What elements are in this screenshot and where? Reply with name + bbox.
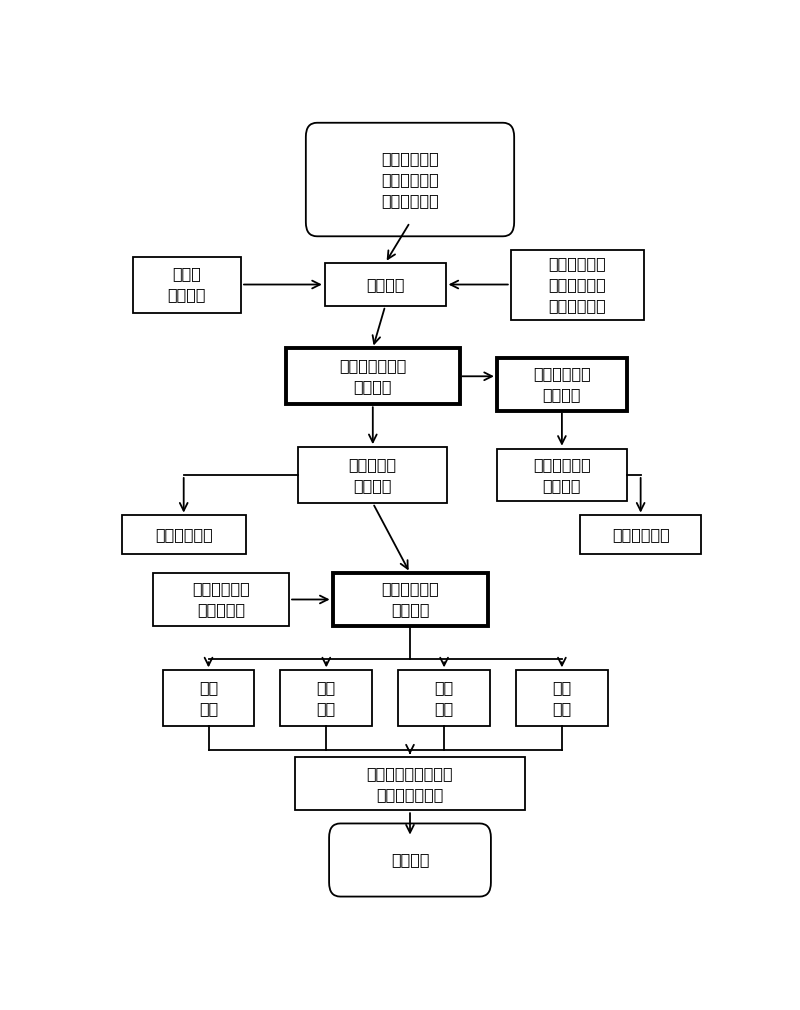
FancyBboxPatch shape	[398, 671, 490, 726]
Text: 液态保护渣膜
厚度分布: 液态保护渣膜 厚度分布	[533, 458, 590, 493]
FancyBboxPatch shape	[122, 515, 246, 554]
FancyBboxPatch shape	[325, 264, 446, 306]
Text: 保护渣润滑摩擦状态
检测结果的显示: 保护渣润滑摩擦状态 检测结果的显示	[366, 766, 454, 802]
Text: 保护渣膜润滑
计算模块: 保护渣膜润滑 计算模块	[381, 582, 439, 617]
FancyBboxPatch shape	[281, 671, 372, 726]
FancyBboxPatch shape	[162, 671, 254, 726]
Text: 结晶器内的
温度分布: 结晶器内的 温度分布	[349, 458, 397, 493]
Text: 保护渣膜润滑
计算的参数: 保护渣膜润滑 计算的参数	[192, 582, 250, 617]
Text: 液态保护渣膜
计算模块: 液态保护渣膜 计算模块	[533, 366, 590, 402]
FancyBboxPatch shape	[516, 671, 608, 726]
FancyBboxPatch shape	[497, 448, 627, 502]
FancyBboxPatch shape	[286, 348, 459, 404]
FancyBboxPatch shape	[580, 515, 701, 554]
Text: 检测结束: 检测结束	[390, 852, 430, 868]
FancyBboxPatch shape	[510, 249, 644, 319]
Text: 温度分布显示: 温度分布显示	[155, 527, 213, 542]
FancyBboxPatch shape	[333, 573, 487, 626]
FancyBboxPatch shape	[133, 257, 241, 312]
Text: 参数输入: 参数输入	[366, 277, 405, 292]
FancyBboxPatch shape	[153, 573, 289, 626]
FancyBboxPatch shape	[497, 358, 627, 410]
Text: 结晶器保护渣
热态润滑摩擦
状态检测开始: 结晶器保护渣 热态润滑摩擦 状态检测开始	[381, 152, 439, 208]
Text: 连铸生产条件
和结晶器内传
热计算的参数: 连铸生产条件 和结晶器内传 热计算的参数	[549, 256, 606, 313]
FancyBboxPatch shape	[306, 123, 514, 236]
Text: 固态
润滑: 固态 润滑	[434, 681, 454, 716]
Text: 厚度分布显示: 厚度分布显示	[612, 527, 670, 542]
FancyBboxPatch shape	[295, 758, 525, 810]
Text: 结晶器
实测温度: 结晶器 实测温度	[167, 267, 206, 303]
Text: 存在
气隙: 存在 气隙	[552, 681, 571, 716]
Text: 结晶器内的传热
计算模块: 结晶器内的传热 计算模块	[339, 359, 406, 394]
Text: 液态
润滑: 液态 润滑	[199, 681, 218, 716]
FancyBboxPatch shape	[298, 447, 447, 503]
Text: 混合
润滑: 混合 润滑	[317, 681, 336, 716]
FancyBboxPatch shape	[329, 823, 491, 897]
